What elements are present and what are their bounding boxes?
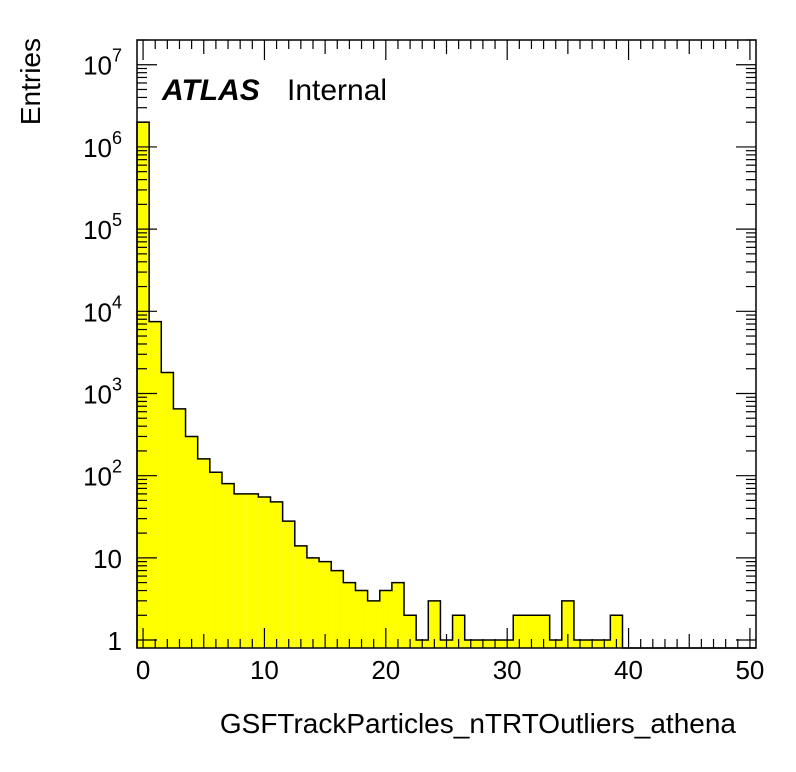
histogram-bar — [209, 472, 222, 648]
histogram-bar — [282, 521, 295, 648]
x-axis-tick-labels: 0 10 20 30 40 50 — [136, 655, 765, 685]
histogram-bar — [137, 122, 150, 648]
y-axis-tick-labels: 1 10 102 103 104 105 106 107 — [83, 46, 122, 656]
histogram-bar — [270, 501, 283, 648]
histogram-bar — [404, 615, 417, 648]
x-tick-label: 0 — [136, 655, 150, 685]
histogram-bar — [331, 570, 344, 648]
histogram-bar — [221, 483, 235, 648]
histogram-bar — [173, 408, 186, 648]
histogram-bar — [343, 582, 356, 648]
y-axis-ticks — [137, 39, 756, 641]
atlas-label: ATLAS — [161, 74, 260, 107]
histogram-bar — [234, 493, 247, 648]
histogram-bar — [610, 615, 623, 648]
x-axis-ticks — [142, 40, 751, 648]
histogram-bar — [367, 600, 380, 648]
y-tick-label: 102 — [83, 457, 122, 492]
x-tick-label: 40 — [614, 655, 643, 685]
y-tick-label: 105 — [83, 210, 122, 245]
histogram-outline — [136, 121, 756, 649]
histogram-bar — [428, 600, 441, 648]
histogram-bar — [452, 615, 465, 648]
histogram-bars — [137, 122, 623, 648]
histogram-bar — [355, 590, 368, 648]
x-tick-label: 20 — [371, 655, 400, 685]
y-tick-label: 107 — [83, 46, 122, 81]
histogram-bar — [197, 458, 210, 648]
y-axis-title: Entries — [15, 38, 46, 125]
histogram-bar — [185, 436, 198, 648]
y-tick-label: 10 — [93, 544, 122, 574]
y-tick-label: 1 — [108, 626, 122, 656]
histogram-bar — [258, 497, 271, 648]
histogram-bar — [306, 557, 320, 648]
histogram-bar — [513, 615, 526, 648]
histogram-bar — [294, 545, 307, 648]
x-axis-title: GSFTrackParticles_nTRTOutliers_athena — [220, 708, 737, 739]
histogram-bar — [537, 615, 550, 648]
histogram-bar — [149, 321, 162, 648]
histogram-bar — [379, 590, 392, 648]
histogram-bar — [161, 372, 174, 648]
y-tick-label: 106 — [83, 128, 122, 163]
histogram-bar — [525, 615, 538, 648]
histogram-bar — [319, 561, 332, 648]
internal-label: Internal — [287, 74, 387, 107]
histogram-bar — [391, 582, 405, 648]
x-tick-label: 30 — [493, 655, 522, 685]
x-tick-label: 10 — [250, 655, 279, 685]
y-tick-label: 103 — [83, 374, 122, 409]
histogram-bar — [561, 600, 574, 648]
histogram-bar — [246, 493, 259, 648]
y-tick-label: 104 — [83, 292, 122, 327]
x-tick-label: 50 — [735, 655, 764, 685]
